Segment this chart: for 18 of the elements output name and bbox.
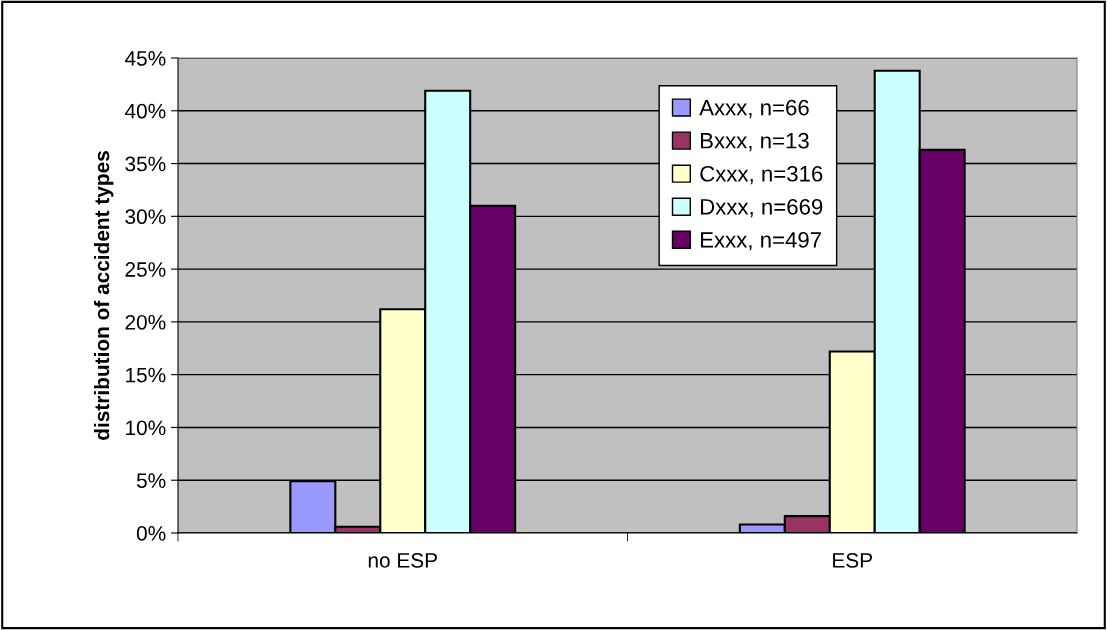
y-tick-label: 30% bbox=[125, 209, 166, 225]
legend-label: Axxx, n=66 bbox=[699, 99, 809, 119]
y-tick-label: 0% bbox=[136, 526, 166, 541]
y-tick-label: 25% bbox=[125, 262, 166, 277]
y-axis-title: distribution of accident types bbox=[93, 151, 114, 440]
y-tick-label: 5% bbox=[136, 473, 166, 488]
y-tick-label: 40% bbox=[124, 103, 166, 119]
legend-label: Cxxx, n=316 bbox=[700, 165, 823, 185]
x-tick-label: no ESP bbox=[368, 552, 437, 568]
x-tick-label: ESP bbox=[833, 552, 872, 568]
legend-label: Bxxx, n=13 bbox=[700, 132, 809, 152]
y-tick-label: 20% bbox=[125, 314, 166, 330]
y-tick-label: 45% bbox=[124, 51, 166, 66]
legend-label: Exxx, n=497 bbox=[700, 232, 821, 251]
y-tick-label: 15% bbox=[126, 367, 166, 383]
y-tick-label: 10% bbox=[126, 420, 166, 436]
y-tick-label: 35% bbox=[125, 156, 166, 172]
legend-label: Dxxx, n=669 bbox=[700, 198, 823, 218]
